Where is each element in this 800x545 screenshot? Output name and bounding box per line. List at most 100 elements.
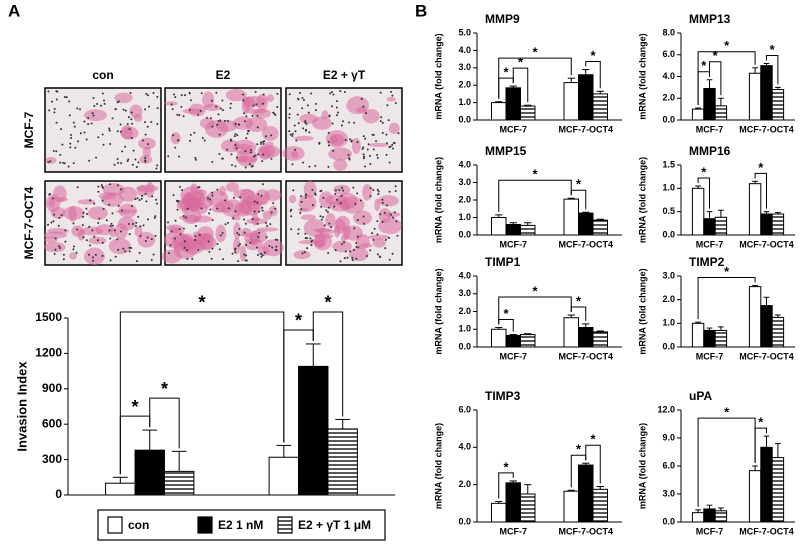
- pore: [306, 247, 309, 250]
- bar: [563, 490, 579, 523]
- pore: [58, 216, 61, 219]
- pore: [179, 233, 182, 236]
- pore: [260, 194, 263, 197]
- pore: [351, 256, 354, 259]
- pore: [395, 220, 398, 223]
- pore: [142, 224, 145, 227]
- pore: [362, 105, 365, 108]
- y-tick-label: 4.0: [458, 159, 471, 169]
- bar: [748, 183, 762, 236]
- pore: [144, 239, 147, 242]
- stain: [333, 184, 351, 195]
- pore: [361, 147, 364, 150]
- bar: [771, 316, 785, 348]
- y-axis-label: mRNA (fold change): [433, 423, 443, 509]
- pore: [302, 127, 305, 130]
- pore: [306, 104, 309, 107]
- pore: [134, 158, 137, 161]
- pore: [109, 224, 112, 227]
- error-bar: [752, 180, 758, 184]
- stain: [377, 195, 399, 207]
- stain: [83, 247, 105, 266]
- stain: [117, 216, 136, 231]
- significance-bracket: [697, 276, 756, 320]
- panel-label: B: [415, 1, 427, 20]
- pore: [365, 255, 368, 258]
- bar: [105, 482, 136, 496]
- pore: [72, 222, 75, 225]
- error-bar: [752, 284, 758, 287]
- significance-label: *: [532, 283, 538, 298]
- pore: [245, 243, 248, 246]
- pore: [245, 254, 248, 257]
- pore: [291, 135, 294, 138]
- pore: [91, 112, 94, 115]
- pore: [276, 106, 279, 109]
- pore: [194, 158, 197, 161]
- pore: [60, 128, 63, 131]
- pore: [152, 91, 155, 94]
- significance-label: *: [161, 379, 168, 399]
- bar: [748, 286, 762, 348]
- pore: [256, 222, 259, 225]
- pore: [251, 114, 254, 117]
- pore: [238, 233, 241, 236]
- bar: [491, 502, 507, 523]
- pore: [101, 199, 104, 202]
- stain: [282, 146, 305, 161]
- x-tick-label: MCF-7-OCT4: [739, 239, 794, 249]
- pore: [64, 240, 67, 243]
- image-row-label: MCF-7-OCT4: [22, 186, 36, 259]
- stain: [368, 234, 390, 240]
- stain: [45, 156, 57, 164]
- pore: [208, 212, 211, 215]
- bar: [760, 305, 773, 348]
- pore: [194, 224, 197, 227]
- pore: [130, 118, 133, 121]
- stain: [240, 227, 252, 236]
- y-tick-label: 1.0: [458, 212, 471, 222]
- pore: [248, 163, 251, 166]
- pore: [304, 232, 307, 235]
- stain: [386, 96, 396, 102]
- pore: [152, 253, 155, 256]
- chart-title: MMP15: [485, 144, 527, 158]
- error-bar: [596, 330, 604, 332]
- pore: [359, 199, 362, 202]
- pore: [101, 92, 104, 95]
- bar: [592, 219, 608, 236]
- pore: [62, 161, 65, 164]
- pore: [103, 102, 106, 105]
- y-axis-label: mRNA (fold change): [433, 33, 443, 119]
- pore: [168, 252, 171, 255]
- pore: [51, 100, 54, 103]
- error-bar: [775, 212, 781, 214]
- pore: [223, 119, 226, 122]
- pore: [135, 166, 138, 169]
- pore: [116, 238, 119, 241]
- pore: [76, 107, 79, 110]
- stain: [340, 196, 365, 214]
- pore: [348, 157, 351, 160]
- x-tick-label: MCF-7: [696, 239, 724, 249]
- y-tick-label: 3.0: [458, 288, 471, 298]
- y-tick-label: 2.0: [662, 93, 675, 103]
- significance-label: *: [701, 164, 707, 179]
- pore: [344, 250, 347, 253]
- pore: [385, 133, 388, 136]
- pore: [216, 188, 219, 191]
- pore: [61, 143, 64, 146]
- pore: [120, 188, 123, 191]
- pore: [310, 244, 313, 247]
- pore: [95, 156, 98, 159]
- pore: [176, 208, 179, 211]
- pore: [155, 198, 158, 201]
- pore: [97, 185, 100, 188]
- pore: [391, 147, 394, 150]
- stain: [206, 190, 229, 207]
- pore: [156, 107, 159, 110]
- pore: [253, 210, 256, 213]
- pore: [302, 99, 305, 102]
- y-tick-label: 2.0: [458, 194, 471, 204]
